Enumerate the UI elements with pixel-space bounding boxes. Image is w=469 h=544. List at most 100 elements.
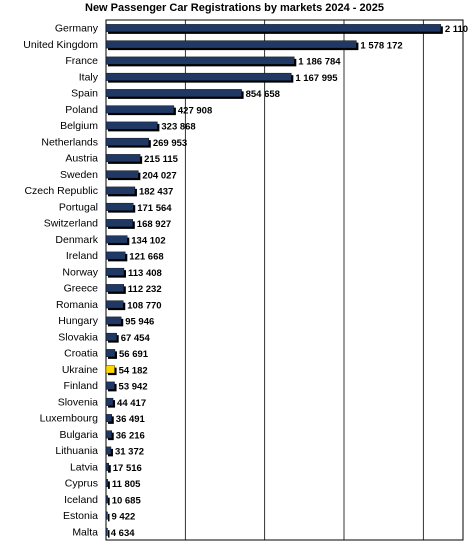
value-label: 17 516 [113, 463, 142, 474]
category-labels: Germany United Kingdom France Italy Spain Pol… [23, 23, 98, 539]
value-label: 323 868 [161, 122, 195, 133]
bar [105, 284, 125, 293]
category-label: Iceland [64, 494, 98, 506]
category-label: Denmark [55, 234, 98, 246]
value-label: 171 564 [137, 203, 172, 214]
bar [105, 251, 126, 260]
value-label: 112 232 [128, 284, 162, 295]
bar [105, 121, 158, 130]
bar [105, 527, 108, 536]
category-label: Netherlands [41, 136, 98, 148]
category-label: Switzerland [44, 218, 98, 230]
value-label: 108 770 [127, 300, 161, 311]
value-label: 56 691 [119, 349, 149, 360]
value-label: 36 491 [116, 414, 146, 425]
bar [105, 219, 134, 228]
value-label: 121 668 [129, 252, 163, 263]
bar-shadow [108, 481, 110, 489]
bar-shadow [108, 513, 110, 522]
bar [105, 235, 128, 244]
category-label: United Kingdom [23, 39, 98, 51]
bar [105, 40, 357, 49]
value-label: 10 685 [112, 495, 142, 506]
category-label: Bulgaria [59, 429, 98, 441]
value-label: 11 805 [112, 479, 141, 490]
bar [105, 349, 116, 358]
bar [105, 479, 109, 488]
bar [105, 462, 109, 471]
category-label: Sweden [60, 169, 98, 181]
bar [105, 511, 108, 520]
value-label: 1 186 784 [298, 57, 341, 68]
value-label: 36 216 [116, 430, 145, 441]
category-label: Ukraine [62, 364, 98, 376]
bar [105, 154, 141, 163]
value-label: 95 946 [125, 317, 154, 328]
value-label: 31 372 [115, 447, 144, 458]
bar [105, 430, 112, 439]
bar [105, 105, 175, 114]
value-label: 427 908 [178, 105, 212, 116]
bar [105, 495, 108, 504]
grid-lines [105, 19, 464, 541]
category-label: Estonia [63, 510, 98, 522]
category-label: Cyprus [65, 478, 98, 490]
value-label: 4 634 [111, 528, 135, 539]
category-label: Austria [65, 153, 98, 165]
bar [105, 446, 112, 455]
chart-title: New Passenger Car Registrations by marke… [85, 2, 384, 14]
bar-highlight [105, 365, 115, 374]
category-label: Poland [65, 104, 98, 116]
category-label: Ireland [66, 250, 98, 262]
value-label: 2 110 348 [445, 24, 469, 35]
value-label: 215 115 [144, 154, 179, 165]
category-label: Portugal [59, 201, 98, 213]
category-label: Germany [55, 23, 99, 35]
category-label: Belgium [60, 120, 98, 132]
value-label: 9 422 [111, 512, 135, 523]
bar [105, 300, 124, 309]
bar [105, 414, 112, 423]
bar [105, 397, 114, 406]
category-label: Croatia [64, 348, 98, 360]
bar [105, 267, 125, 276]
bar [105, 202, 134, 211]
value-label: 1 167 995 [295, 73, 338, 84]
category-label: Luxembourg [40, 413, 99, 425]
category-label: Lithuania [55, 445, 98, 457]
bar [105, 332, 117, 341]
category-label: Norway [62, 266, 98, 278]
category-label: Hungary [58, 315, 98, 327]
category-label: Spain [71, 88, 98, 100]
category-label: Slovakia [58, 331, 98, 343]
bar [105, 170, 139, 179]
category-label: Malta [72, 526, 98, 538]
value-label: 54 182 [119, 365, 148, 376]
value-label: 854 658 [246, 89, 280, 100]
value-label: 53 942 [119, 382, 148, 393]
bar [105, 137, 150, 146]
value-label: 204 027 [142, 170, 176, 181]
value-label: 182 437 [139, 187, 173, 198]
bar [105, 56, 295, 65]
bar-shadow [108, 497, 110, 506]
value-label: 113 408 [128, 268, 162, 279]
bar [105, 381, 115, 390]
value-label: 269 953 [153, 138, 187, 149]
bars [105, 24, 443, 538]
category-label: Italy [79, 71, 99, 83]
bar [105, 316, 122, 325]
bar-shadow [108, 530, 110, 538]
category-label: Czech Republic [24, 185, 98, 197]
plot-frame [105, 19, 464, 541]
bar-shadow [108, 465, 111, 473]
category-label: Greece [64, 283, 99, 295]
value-label: 67 454 [121, 333, 151, 344]
bar [105, 186, 136, 195]
category-label: Romania [56, 299, 98, 311]
category-label: Finland [64, 380, 99, 392]
category-label: Slovenia [58, 396, 98, 408]
bar [105, 89, 242, 98]
value-labels: 2 110 348 1 578 172 1 186 784 1 167 995 854 … [111, 24, 469, 539]
